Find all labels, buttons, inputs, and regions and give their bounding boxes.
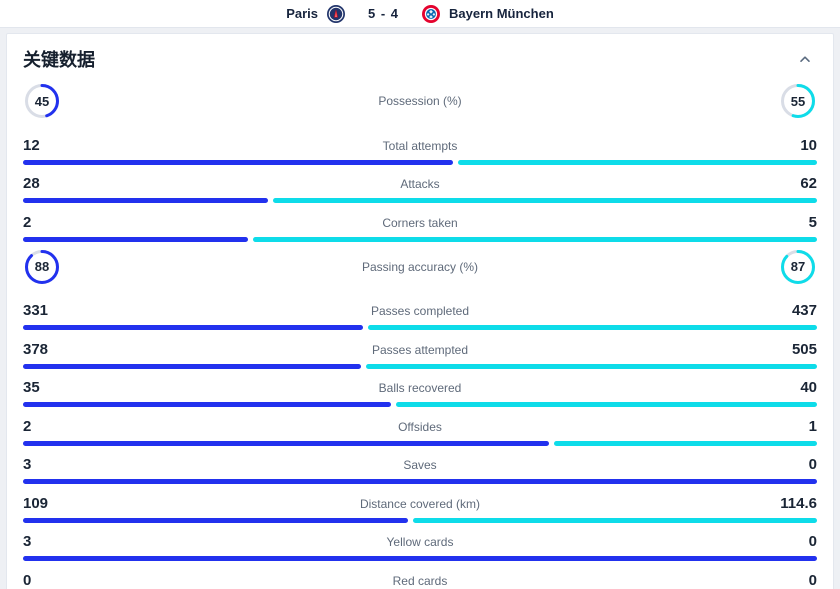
away-value: 114.6	[780, 494, 817, 512]
home-value: 331	[23, 302, 49, 319]
away-bar	[458, 159, 817, 165]
away-value: 505	[791, 340, 817, 358]
home-team-name: Paris	[286, 6, 319, 21]
chevron-up-icon	[799, 51, 811, 66]
stat-row: 2 Offsides 1	[23, 407, 817, 446]
home-bar	[23, 363, 361, 369]
stat-label: Total attempts	[382, 138, 458, 153]
home-ring: 88	[23, 248, 61, 286]
home-ring-value: 45	[34, 93, 50, 109]
away-bar	[273, 198, 817, 203]
stat-label: Distance covered (km)	[359, 496, 481, 511]
home-value: 378	[23, 340, 49, 358]
home-bar	[23, 556, 817, 561]
away-value: 10	[800, 136, 817, 154]
away-ring: 55	[779, 82, 817, 120]
stat-label: Corners taken	[382, 215, 458, 230]
away-ring-value: 55	[790, 93, 806, 109]
home-value: 109	[23, 494, 49, 512]
stat-label: Possession (%)	[378, 94, 462, 108]
stat-row: 378 Passes attempted 505	[23, 330, 817, 369]
away-value: 62	[800, 175, 817, 192]
home-bar	[23, 159, 454, 165]
home-value: 3	[23, 533, 32, 550]
bayern-badge-icon	[422, 4, 441, 23]
stat-row: 109 Distance covered (km) 114.6	[23, 484, 817, 523]
away-value: 5	[808, 213, 817, 231]
stat-bar	[23, 556, 817, 561]
stat-bar	[23, 402, 817, 407]
home-bar	[23, 236, 249, 242]
away-value: 0	[808, 456, 817, 473]
stat-label: Offsides	[398, 419, 442, 434]
away-team-name: Bayern München	[449, 6, 554, 21]
stat-label: Attacks	[400, 177, 440, 191]
home-bar	[23, 402, 392, 407]
stat-bar	[23, 479, 817, 484]
stat-row: 28 Attacks 62	[23, 165, 817, 203]
stat-label: Passes completed	[370, 304, 470, 318]
stat-label: Saves	[403, 458, 437, 472]
stat-row-circle: 88 Passing accuracy (%) 87	[23, 244, 817, 290]
panel-header: 关键数据	[23, 46, 817, 72]
stat-label: Yellow cards	[386, 535, 454, 549]
home-bar	[23, 479, 817, 484]
away-bar	[368, 325, 817, 330]
away-bar	[412, 517, 817, 523]
away-value: 0	[808, 533, 817, 550]
home-value: 2	[23, 417, 32, 435]
home-value: 28	[23, 175, 40, 192]
stat-bar	[23, 236, 817, 242]
stat-row: 2 Corners taken 5	[23, 203, 817, 242]
stat-row: 35 Balls recovered 40	[23, 369, 817, 407]
away-value: 437	[791, 302, 817, 319]
away-value: 40	[800, 379, 817, 396]
away-ring-value: 87	[790, 259, 806, 274]
home-ring-value: 88	[34, 259, 50, 274]
away-bar	[253, 236, 817, 242]
match-score: 5 - 4	[368, 6, 400, 21]
stat-bar	[23, 159, 817, 165]
home-bar	[23, 325, 364, 330]
away-value: 0	[808, 571, 817, 589]
away-ring: 87	[779, 248, 817, 286]
stat-row-circle: 45 Possession (%) 55	[23, 78, 817, 124]
home-ring: 45	[23, 82, 61, 120]
stat-row: 12 Total attempts 10	[23, 126, 817, 165]
away-value: 1	[808, 417, 817, 435]
collapse-button[interactable]	[793, 51, 817, 67]
stat-row: 3 Saves 0	[23, 446, 817, 484]
stat-label: Balls recovered	[378, 381, 462, 395]
scoreboard: Paris 5 - 4 Bayern München	[0, 0, 840, 28]
stat-bar	[23, 198, 817, 203]
home-bar	[23, 440, 549, 446]
home-value: 35	[23, 379, 40, 396]
stat-bar	[23, 440, 817, 446]
stat-bar	[23, 517, 817, 523]
away-bar	[396, 402, 817, 407]
stats-list: 45 Possession (%) 55 12 Total attempts 1…	[23, 78, 817, 589]
home-bar	[23, 517, 408, 523]
key-stats-card: 关键数据 45 Possession (%) 55 12 Total attem…	[6, 33, 834, 589]
stat-label: Passes attempted	[371, 342, 469, 357]
stat-row: 3 Yellow cards 0	[23, 523, 817, 561]
stat-label: Red cards	[392, 573, 448, 588]
home-value: 3	[23, 456, 32, 473]
stat-bar	[23, 363, 817, 369]
stat-row: 0 Red cards 0	[23, 561, 817, 589]
home-value: 2	[23, 213, 32, 231]
home-bar	[23, 198, 269, 203]
paris-badge-icon	[327, 4, 346, 23]
panel-title: 关键数据	[23, 50, 95, 70]
stat-bar	[23, 325, 817, 330]
away-bar	[554, 440, 817, 446]
away-bar	[365, 363, 817, 369]
stat-label: Passing accuracy (%)	[361, 259, 479, 274]
home-value: 0	[23, 571, 32, 589]
stat-row: 331 Passes completed 437	[23, 292, 817, 330]
home-value: 12	[23, 136, 40, 154]
